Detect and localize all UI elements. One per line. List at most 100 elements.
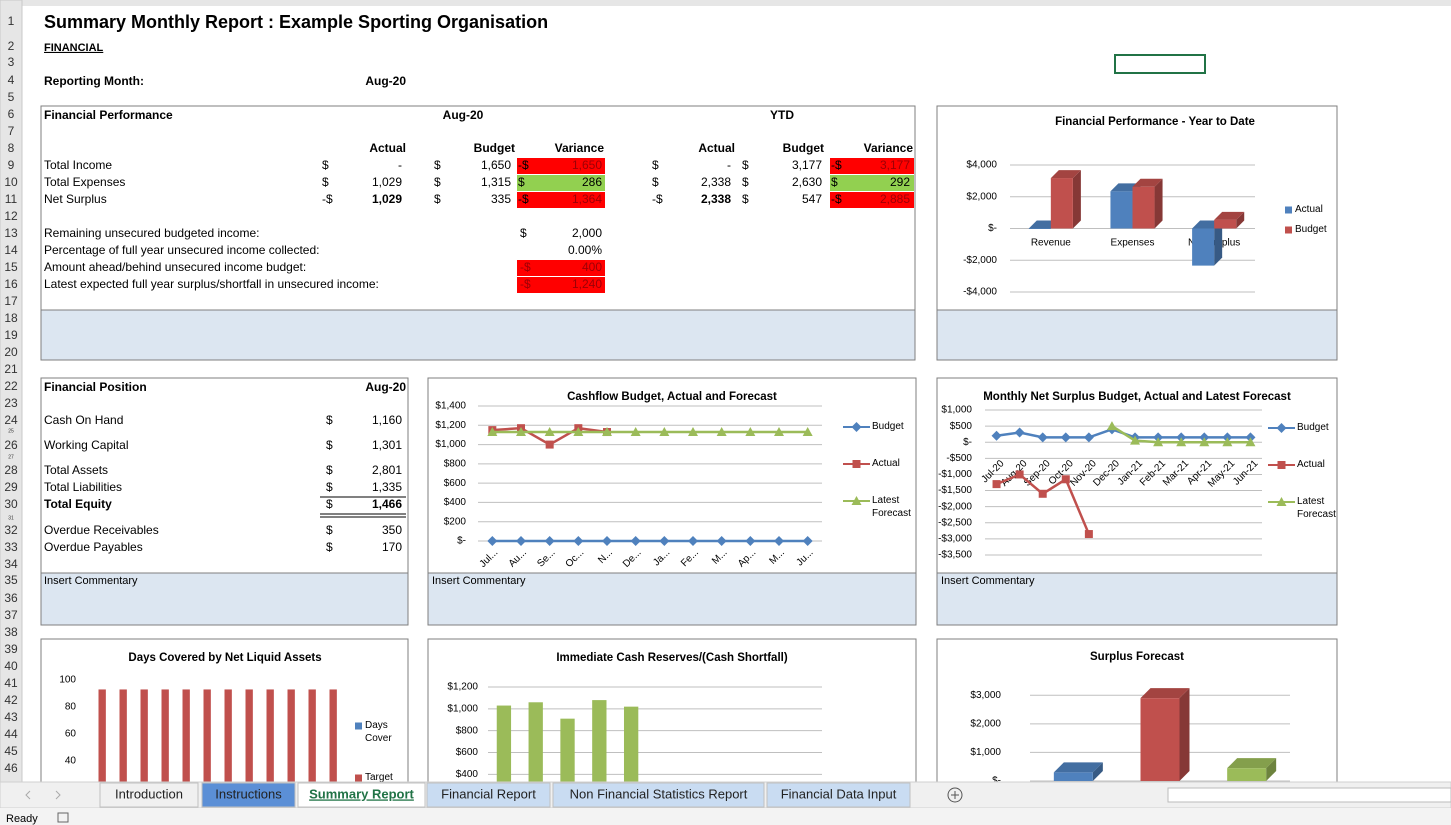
sheet-tab[interactable] (766, 782, 911, 808)
point (991, 430, 1002, 441)
point (1130, 435, 1141, 445)
point (630, 427, 641, 437)
cells: Actual Budget Variance Actual Budget Variance… (44, 141, 1035, 587)
sheet-tab[interactable] (552, 782, 765, 808)
cell: $ (742, 192, 749, 206)
cell: 1,650 (572, 158, 602, 172)
row-numbers: 1234567891011121314151617181920212223242… (4, 14, 18, 775)
point (992, 480, 1001, 489)
point (487, 536, 498, 546)
row-number: 45 (4, 744, 18, 758)
row-number: 37 (4, 608, 18, 622)
point (1037, 432, 1048, 443)
bar-top (1050, 170, 1081, 179)
bar (1227, 758, 1277, 781)
y-tick-label: 100 (59, 675, 76, 686)
selected-cell[interactable] (1114, 54, 1206, 74)
cell: -$ (518, 158, 529, 172)
cell: $ (326, 523, 333, 537)
point (516, 536, 526, 546)
legend-label: Target (365, 772, 393, 783)
cell: -$ (520, 260, 531, 274)
legend-entry: Actual (872, 458, 900, 469)
horizontal-scrollbar[interactable] (1167, 787, 1451, 803)
cell: 350 (382, 523, 402, 537)
legend-label: Budget (1295, 224, 1327, 235)
row-number: 39 (4, 642, 18, 656)
commentary-box (427, 572, 917, 626)
alert-cell (517, 277, 605, 293)
macro-icon (57, 812, 69, 823)
row-number: 29 (4, 480, 18, 494)
bar-front (1214, 219, 1237, 229)
row-label: Working Capital (44, 438, 128, 452)
variance-cell (830, 158, 914, 174)
add-sheet[interactable] (947, 787, 963, 803)
row-number: 5 (8, 90, 15, 104)
y-tick-label: $- (988, 223, 997, 234)
point (1038, 489, 1047, 498)
legend-label: Budget (1297, 422, 1329, 433)
sheet-tab[interactable] (99, 782, 199, 808)
y-tick-label: $2,000 (966, 191, 997, 202)
cell: 1,301 (372, 438, 402, 452)
y-tick-label: $2,000 (970, 718, 1001, 729)
cell: $ (322, 175, 329, 189)
sheet-tab-label: Financial Data Input (781, 786, 897, 801)
y-tick-label: $400 (444, 497, 467, 508)
row-label: Overdue Payables (44, 540, 143, 554)
sheet-tabs: Ready Introduction Instructions Summary Re… (0, 781, 1451, 825)
point (659, 427, 670, 437)
sheet-tab[interactable] (297, 782, 426, 808)
y-tick-label: 40 (65, 756, 77, 767)
bar (266, 689, 274, 815)
y-tick-label: 60 (65, 729, 77, 740)
cell: 1,029 (372, 192, 402, 206)
row-number: 24 (4, 413, 18, 427)
legend-marker (1277, 461, 1286, 469)
row-number: 27 (8, 454, 14, 460)
sheet-tab-label: Introduction (115, 786, 183, 801)
section-label: FINANCIAL (44, 42, 104, 54)
bar (140, 689, 148, 815)
row-number: 23 (4, 396, 18, 410)
y-tick-label: $1,200 (447, 682, 478, 693)
row-number: 4 (8, 73, 15, 87)
status: Ready (6, 813, 38, 825)
y-tick-label: $1,200 (435, 420, 466, 431)
cell: $ (520, 226, 527, 240)
bar (98, 689, 106, 815)
bar-side (1072, 170, 1081, 229)
column-header: Actual (698, 141, 735, 155)
cell: -$ (322, 192, 333, 206)
bar-front (1028, 228, 1051, 229)
point (1083, 432, 1094, 443)
row-number: 35 (4, 573, 18, 587)
period-label: Aug-20 (365, 380, 406, 394)
bar (1053, 762, 1103, 781)
point (745, 427, 756, 437)
legend-entry: Budget (1295, 224, 1327, 235)
row-number: 22 (4, 379, 18, 393)
row-label: Total Equity (44, 497, 112, 511)
row-label: Cash On Hand (44, 413, 123, 427)
row-label: Total Income (44, 158, 112, 172)
bar-front (1110, 191, 1133, 229)
row-number: 46 (4, 761, 18, 775)
point (659, 536, 670, 546)
sheet-tab[interactable] (426, 782, 551, 808)
legend-entry: Budget (872, 421, 904, 432)
column-header: Budget (783, 141, 824, 155)
cell: $ (326, 480, 333, 494)
legend-swatch (1285, 226, 1292, 234)
cell: $ (326, 463, 333, 477)
cell: 292 (890, 175, 910, 189)
sheet-tab-label: Summary Report (309, 786, 414, 801)
point (1014, 427, 1025, 438)
row-label: Total Expenses (44, 175, 125, 189)
sheet-tab[interactable] (201, 782, 296, 808)
tab-scroll[interactable] (25, 790, 61, 800)
cell: 3,177 (792, 158, 822, 172)
row-number: 13 (4, 226, 18, 240)
cell: 1,364 (572, 192, 602, 206)
